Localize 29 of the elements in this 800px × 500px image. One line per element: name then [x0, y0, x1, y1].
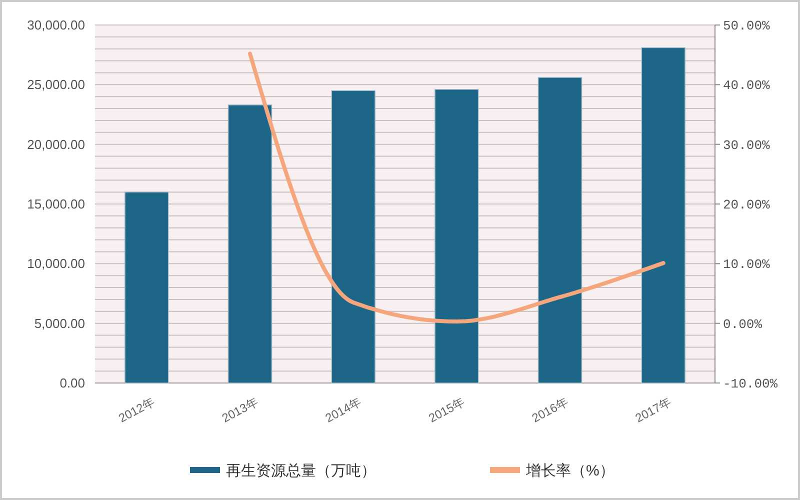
- bar: [124, 192, 169, 384]
- y2-tick-label: 30.00%: [723, 138, 770, 153]
- y2-tick-label: 10.00%: [723, 257, 770, 272]
- y2-tick-label: 0.00%: [723, 316, 762, 332]
- bar: [228, 104, 272, 384]
- y-tick-label: 30,000.00: [27, 18, 85, 33]
- y2-tick-label: -10.00%: [723, 376, 778, 392]
- x-tick-label: 2015年: [426, 394, 468, 426]
- y-tick-label: 20,000.00: [27, 136, 85, 152]
- bar: [434, 89, 479, 384]
- y-tick-label: 0.00: [60, 376, 85, 391]
- x-tick-label: 2013年: [220, 394, 260, 426]
- y-tick-label: 15,000.00: [27, 196, 85, 212]
- y-tick-label: 25,000.00: [27, 77, 85, 92]
- y2-tick-label: 50.00%: [723, 18, 770, 34]
- y-tick-label: 5,000.00: [34, 316, 85, 331]
- legend-label: 增长率（%）: [525, 462, 614, 480]
- x-tick-label: 2017年: [632, 394, 674, 426]
- bar: [331, 90, 376, 384]
- legend-label: 再生资源总量（万吨）: [226, 462, 376, 480]
- y-tick-label: 10,000.00: [27, 256, 85, 272]
- y2-tick-label: 40.00%: [723, 78, 770, 94]
- bar: [538, 77, 582, 384]
- x-tick-label: 2014年: [322, 394, 364, 426]
- y2-tick-label: 20.00%: [723, 198, 770, 213]
- line-series: [248, 52, 666, 324]
- bar: [641, 47, 686, 384]
- x-tick-label: 2012年: [116, 394, 158, 426]
- x-tick-label: 2016年: [530, 394, 570, 426]
